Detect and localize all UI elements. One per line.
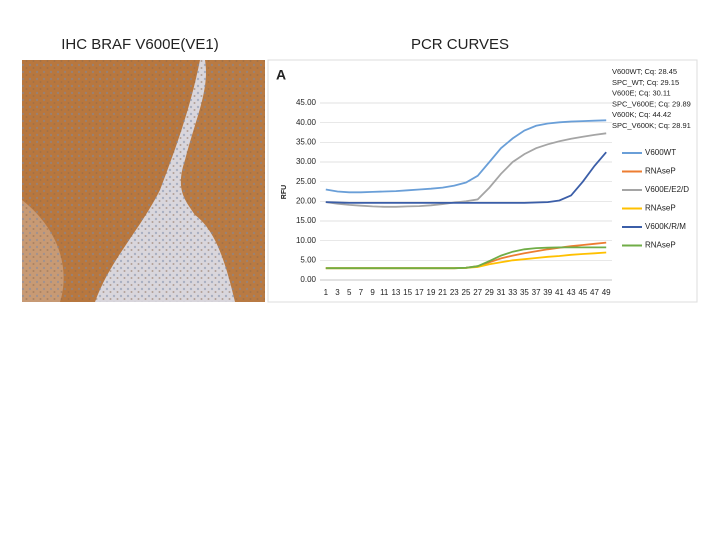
legend-label: V600E/E2/D: [645, 185, 689, 194]
x-tick-label: 49: [602, 288, 611, 297]
x-tick-label: 39: [543, 288, 552, 297]
x-tick-label: 15: [403, 288, 412, 297]
legend-label: V600K/R/M: [645, 222, 686, 231]
annotation: V600K; Cq: 44.42: [612, 110, 671, 119]
series-line: [325, 132, 607, 208]
legend-label: RNAseP: [645, 241, 676, 250]
y-tick-label: 15.00: [296, 216, 317, 225]
legend-label: RNAseP: [645, 167, 676, 176]
ihc-image: [22, 60, 265, 302]
x-tick-label: 31: [497, 288, 506, 297]
y-tick-label: 10.00: [296, 236, 317, 245]
legend-label: RNAseP: [645, 204, 676, 213]
y-tick-label: 40.00: [296, 118, 317, 127]
x-tick-label: 7: [359, 288, 364, 297]
x-tick-label: 13: [391, 288, 400, 297]
x-tick-label: 9: [370, 288, 375, 297]
x-tick-label: 41: [555, 288, 564, 297]
x-tick-label: 33: [508, 288, 517, 297]
x-tick-label: 21: [438, 288, 447, 297]
annotation: SPC_V600E; Cq: 29.89: [612, 99, 691, 108]
series-line: [325, 119, 607, 194]
y-tick-label: 20.00: [296, 196, 317, 205]
x-tick-label: 35: [520, 288, 529, 297]
annotation: SPC_WT; Cq: 29.15: [612, 78, 679, 87]
x-tick-label: 29: [485, 288, 494, 297]
x-tick-label: 45: [578, 288, 587, 297]
x-tick-label: 43: [567, 288, 576, 297]
y-tick-label: 25.00: [296, 177, 317, 186]
x-tick-label: 1: [324, 288, 329, 297]
series-line: [325, 151, 607, 204]
x-tick-label: 25: [462, 288, 471, 297]
chart-frame: [267, 59, 698, 303]
x-tick-label: 11: [380, 288, 389, 297]
left-title: IHC BRAF V600E(VE1): [61, 36, 219, 53]
annotation: V600WT; Cq: 28.45: [612, 67, 677, 76]
x-tick-label: 19: [427, 288, 436, 297]
x-tick-label: 27: [473, 288, 482, 297]
chart-title: PCR CURVES: [411, 36, 509, 53]
y-tick-label: 0.00: [300, 275, 316, 284]
x-tick-label: 23: [450, 288, 459, 297]
series-line: [325, 246, 607, 270]
y-axis-label: RFU: [281, 185, 288, 199]
y-tick-label: 45.00: [296, 98, 317, 107]
annotation: V600E; Cq: 30.11: [612, 89, 671, 98]
panel-label: A: [276, 67, 286, 83]
x-tick-label: 5: [347, 288, 352, 297]
y-tick-label: 30.00: [296, 157, 317, 166]
x-tick-label: 17: [415, 288, 424, 297]
x-tick-label: 3: [335, 288, 340, 297]
x-tick-label: 47: [590, 288, 599, 297]
y-tick-label: 35.00: [296, 137, 317, 146]
legend-label: V600WT: [645, 148, 676, 157]
y-tick-label: 5.00: [300, 255, 316, 264]
annotation: SPC_V600K; Cq: 28.91: [612, 121, 691, 130]
x-tick-label: 37: [532, 288, 541, 297]
